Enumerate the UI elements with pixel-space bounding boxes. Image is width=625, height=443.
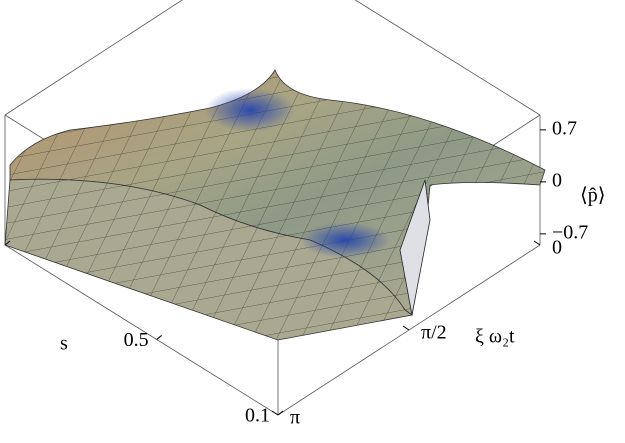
z-tick-label: −0.7 — [552, 221, 588, 243]
x-tick — [277, 410, 284, 416]
z-tick-label: 0.7 — [552, 117, 577, 139]
y-axis-label: ξ ω₂t — [475, 326, 515, 348]
y-tick-label: π/2 — [421, 322, 447, 344]
x-axis-label: s — [60, 333, 68, 355]
z-axis-label: ⟨p̂⟩ — [580, 185, 606, 207]
box-edge — [4, 244, 279, 416]
y-tick — [271, 410, 279, 416]
y-tick-label: 0 — [552, 237, 562, 259]
surface — [4, 69, 546, 341]
x-tick-label: 0.1 — [245, 405, 270, 427]
x-tick — [156, 335, 162, 340]
box-edge — [4, 0, 183, 116]
x-tick — [4, 240, 11, 246]
y-tick-label: π — [290, 407, 300, 429]
z-tick-label: 0 — [552, 169, 562, 191]
y-tick — [533, 240, 541, 246]
y-tick — [402, 325, 410, 331]
box-edge — [354, 0, 541, 116]
x-tick-label: 0.5 — [124, 329, 149, 351]
